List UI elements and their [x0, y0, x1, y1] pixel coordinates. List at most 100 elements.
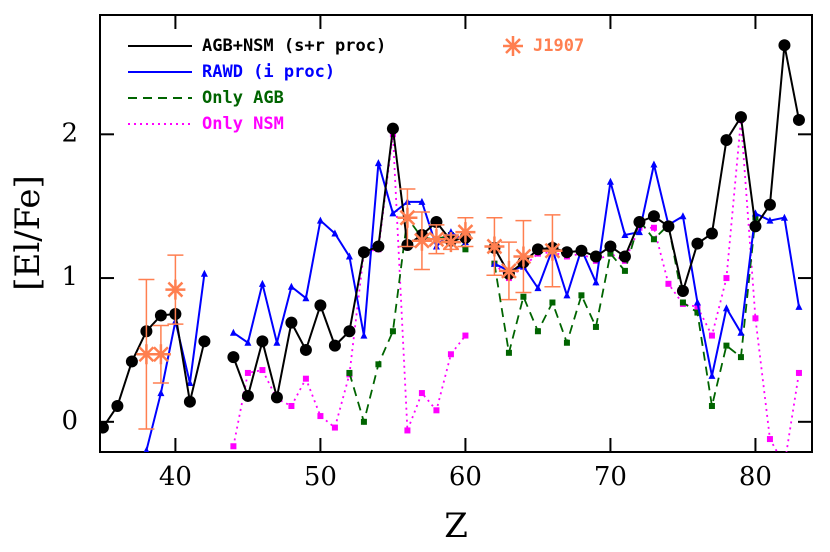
marker: [665, 280, 672, 287]
marker: [299, 343, 312, 356]
marker: [621, 267, 628, 274]
marker: [534, 284, 542, 292]
marker: [317, 413, 324, 420]
marker: [650, 160, 658, 168]
star-marker: [484, 236, 505, 257]
marker: [375, 361, 382, 368]
marker: [606, 177, 614, 185]
marker: [404, 427, 411, 434]
star-marker: [150, 344, 171, 365]
marker: [563, 339, 570, 346]
marker: [766, 436, 773, 443]
marker: [360, 331, 368, 339]
marker: [763, 198, 776, 211]
marker: [635, 228, 643, 236]
marker: [198, 335, 211, 348]
marker: [462, 332, 469, 339]
marker: [749, 220, 762, 233]
marker: [154, 309, 167, 322]
x-tick-label: 60: [449, 462, 482, 492]
marker: [531, 243, 544, 256]
marker: [708, 332, 715, 339]
marker: [418, 197, 426, 205]
marker: [662, 220, 675, 233]
x-tick-label: 70: [594, 462, 627, 492]
marker: [227, 351, 240, 364]
marker: [186, 379, 194, 386]
legend-label: Only NSM: [202, 114, 284, 134]
legend-label: J1907: [533, 36, 584, 56]
legend-label: Only AGB: [202, 88, 284, 108]
marker: [273, 338, 281, 346]
marker: [256, 335, 269, 348]
marker: [780, 213, 788, 221]
marker: [331, 229, 339, 237]
marker: [781, 462, 787, 468]
marker: [778, 39, 791, 52]
marker: [462, 246, 469, 253]
marker: [200, 269, 208, 277]
star-marker: [498, 260, 519, 281]
marker: [575, 244, 588, 257]
marker: [447, 351, 454, 358]
star-marker: [411, 230, 432, 251]
marker: [360, 418, 367, 425]
star-marker: [513, 246, 534, 267]
star-marker: [165, 279, 186, 300]
marker: [183, 395, 196, 408]
marker: [694, 309, 701, 316]
marker: [618, 250, 631, 263]
marker: [244, 369, 251, 376]
marker: [679, 299, 686, 306]
marker: [705, 227, 718, 240]
marker: [258, 279, 266, 287]
marker: [723, 342, 730, 349]
marker: [647, 210, 660, 223]
marker: [720, 134, 733, 147]
marker: [125, 355, 138, 368]
star-marker: [426, 229, 447, 250]
marker: [259, 367, 266, 374]
x-tick-label: 40: [159, 462, 192, 492]
marker: [229, 328, 237, 336]
marker: [328, 339, 341, 352]
marker: [693, 298, 701, 306]
marker: [111, 400, 124, 412]
marker: [314, 299, 327, 312]
marker: [766, 216, 774, 224]
marker: [302, 294, 310, 302]
marker: [230, 443, 237, 450]
marker: [578, 292, 585, 299]
marker: [708, 371, 716, 379]
marker: [679, 212, 687, 220]
marker: [100, 421, 109, 434]
marker: [447, 228, 455, 236]
marker: [722, 304, 730, 312]
marker: [389, 209, 397, 217]
marker: [389, 328, 396, 335]
marker: [708, 403, 715, 409]
marker: [604, 240, 617, 253]
plot-frame: [99, 14, 813, 453]
marker: [650, 236, 657, 243]
x-axis-label: Z: [444, 506, 468, 546]
marker: [563, 291, 571, 299]
x-tick-label: 50: [304, 462, 337, 492]
legend-label: AGB+NSM (s+r proc): [202, 36, 386, 56]
marker: [621, 230, 629, 238]
marker: [157, 389, 165, 397]
marker: [607, 250, 614, 257]
marker: [592, 278, 600, 286]
marker: [302, 375, 309, 382]
marker: [345, 252, 353, 260]
y-tick-label: 0: [61, 406, 78, 436]
marker: [287, 282, 295, 290]
marker: [737, 354, 744, 361]
marker: [592, 323, 599, 330]
marker: [795, 369, 802, 376]
legend-label: RAWD (i proc): [202, 62, 335, 82]
plot-area: [100, 39, 805, 468]
marker: [270, 391, 283, 404]
marker: [346, 369, 353, 376]
